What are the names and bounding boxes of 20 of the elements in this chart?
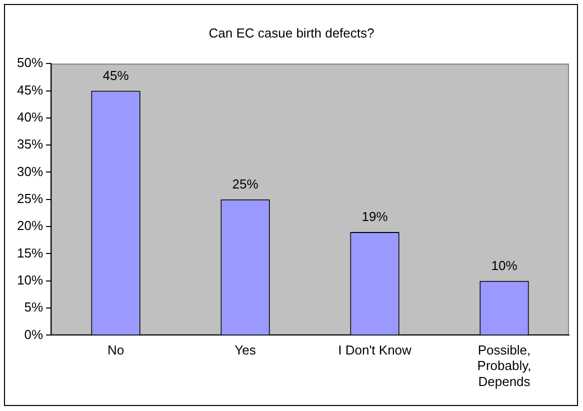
chart-title: Can EC casue birth defects? (208, 25, 374, 40)
y-tick-label: 45% (16, 82, 44, 98)
y-tick-label: 35% (16, 136, 44, 152)
x-tick-label: I Don't Know (338, 342, 412, 358)
x-tick-label: Yes (234, 342, 256, 358)
y-tick-label: 30% (16, 164, 44, 179)
x-tick-label: No (107, 342, 124, 358)
data-label: 19% (362, 209, 388, 224)
data-label: 45% (102, 68, 130, 83)
y-tick-label: 40% (16, 110, 44, 124)
y-tick-label: 25% (16, 190, 44, 206)
data-label: 10% (491, 258, 518, 273)
y-tick-label: 20% (16, 218, 44, 234)
data-label: 25% (232, 176, 259, 192)
y-tick-label: 15% (16, 245, 44, 260)
y-tick-label: 10% (16, 272, 44, 288)
y-tick-label: 5% (24, 300, 44, 315)
y-tick-label: 0% (24, 326, 44, 342)
x-tick-label: Possible, Probably, Depends (477, 342, 532, 389)
y-tick-label: 50% (16, 55, 44, 70)
